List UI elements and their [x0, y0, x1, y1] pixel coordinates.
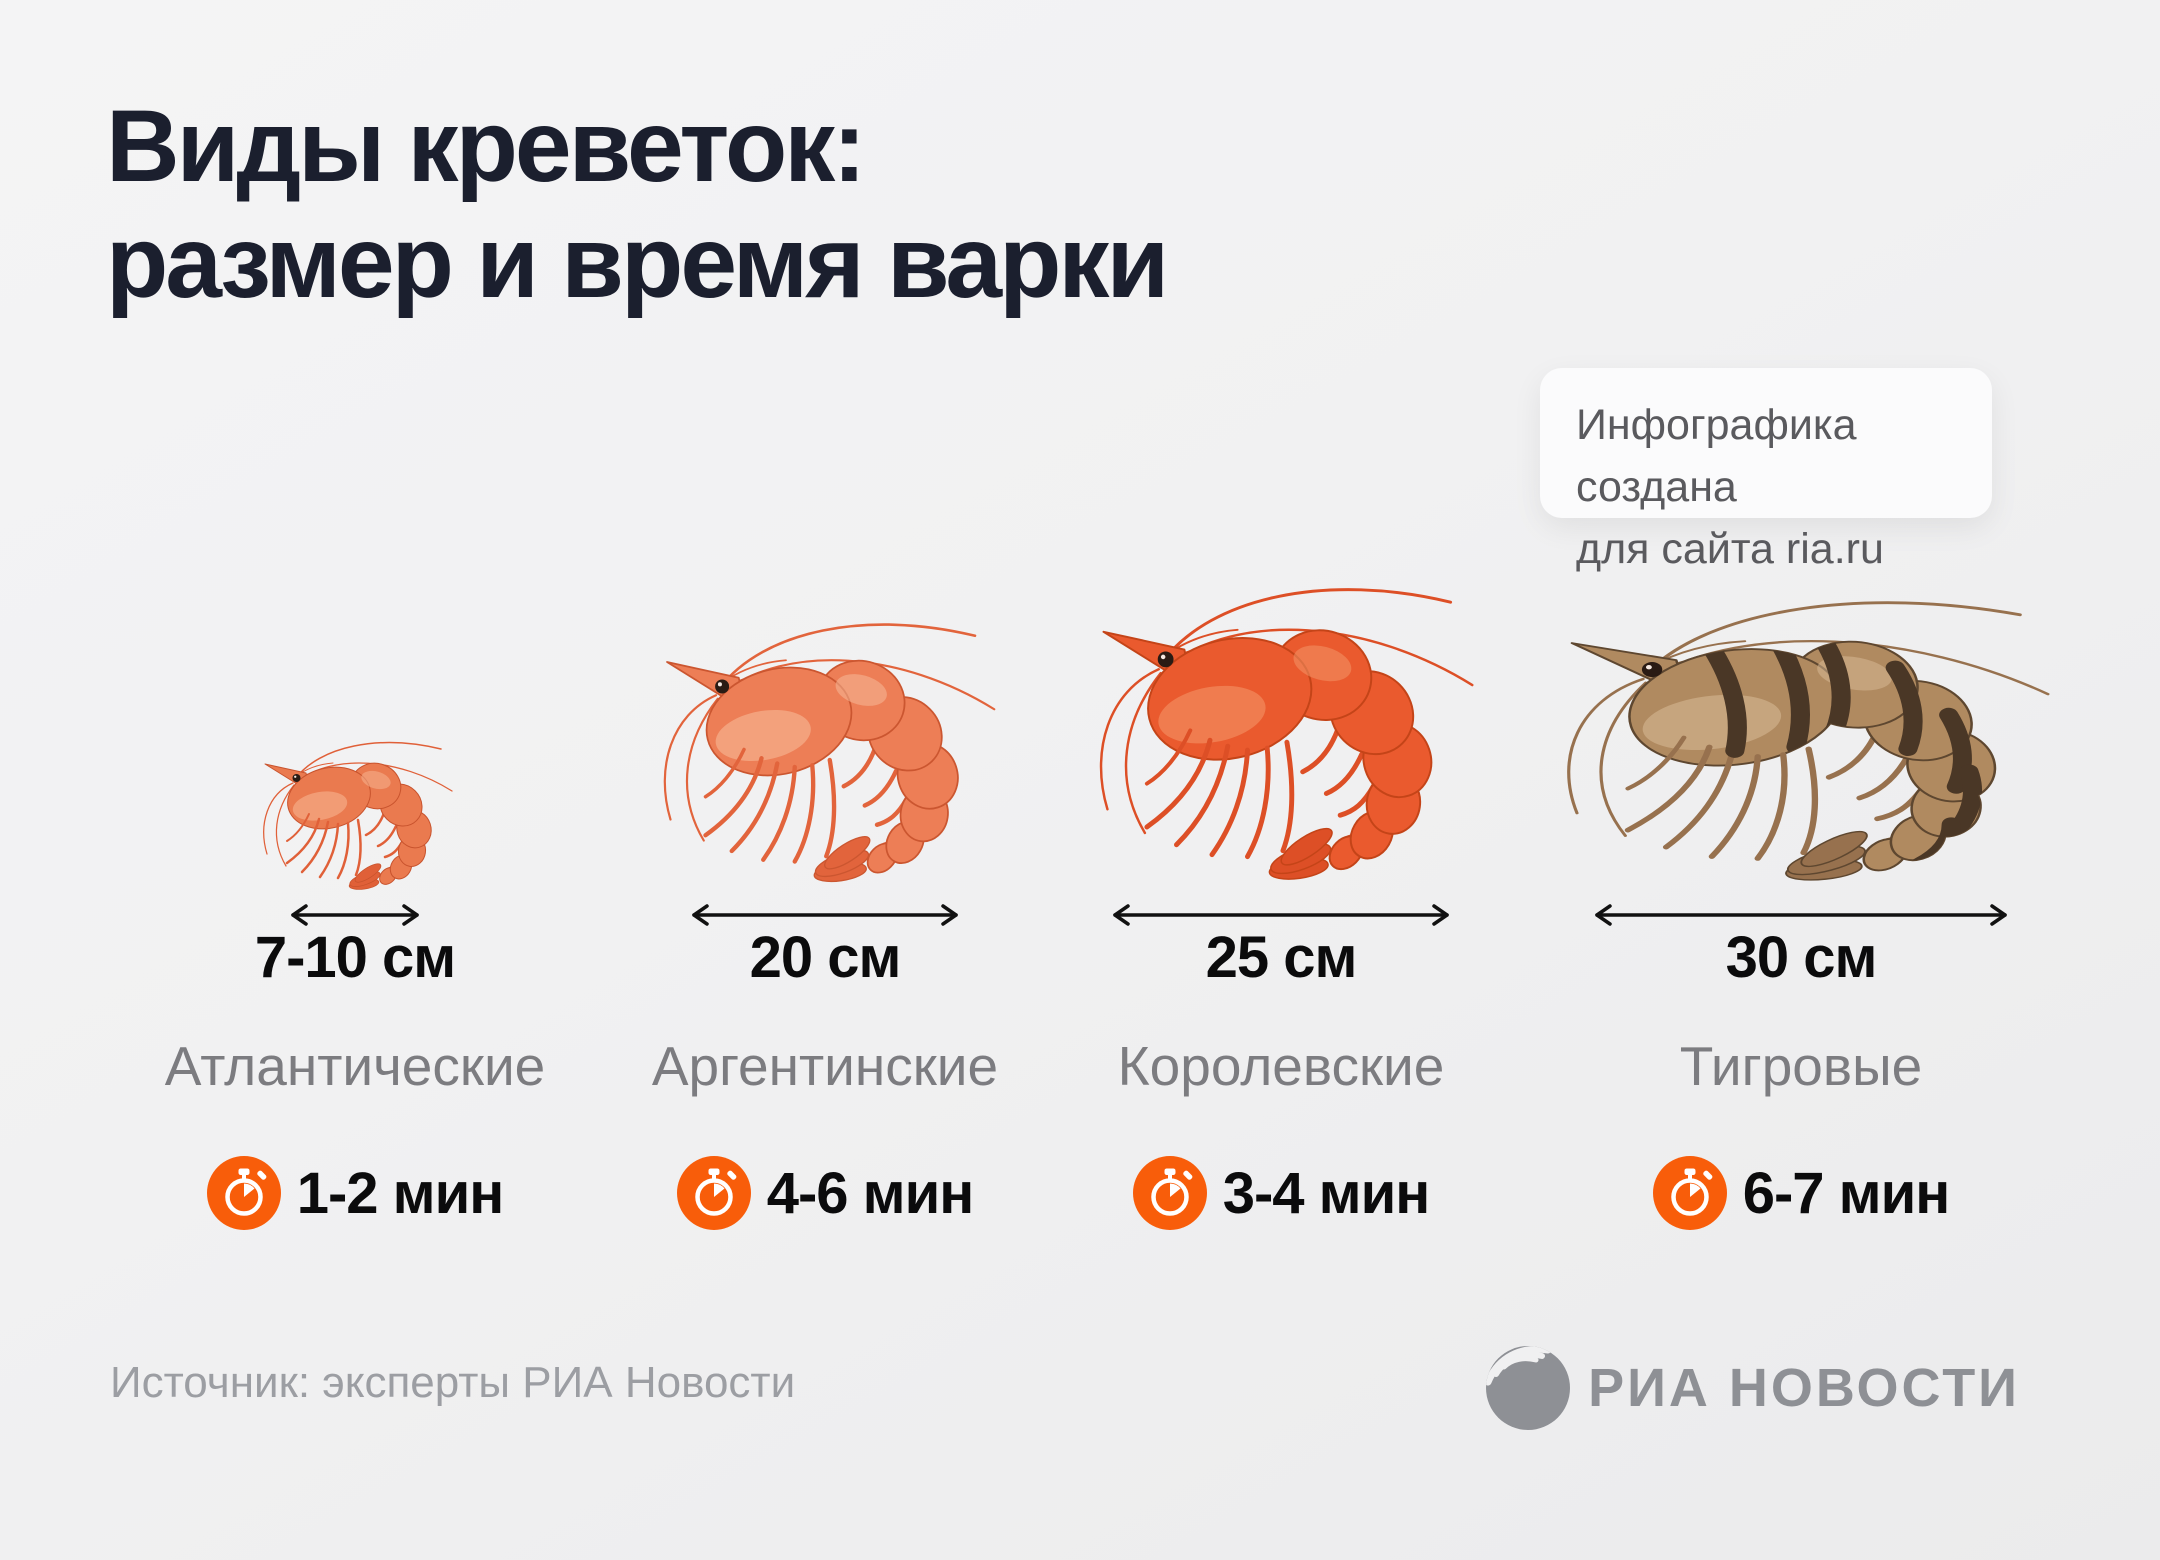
ria-globe-icon [1486, 1346, 1571, 1430]
stopwatch-icon [676, 1156, 751, 1230]
ria-brand-text: РИА НОВОСТИ [1588, 1358, 2020, 1418]
page-title-line2: размер и время варки [106, 205, 1169, 320]
cook-time-text-tiger: 6-7 мин [1742, 1160, 1951, 1226]
shrimp-tiger-icon [1521, 560, 2081, 900]
cook-time-tiger: 6-7 мин [1571, 1156, 2031, 1230]
size-arrow-argentine [692, 904, 958, 926]
type-label-king: Королевские [1117, 1035, 1445, 1097]
size-arrow-tiger [1595, 904, 2007, 926]
attribution-note-line1: Инфографика создана [1576, 401, 1857, 511]
shrimp-atlantic-icon [245, 720, 465, 900]
type-label-tiger: Тигровые [1679, 1035, 1923, 1097]
page-title: Виды креветок: размер и время варки [106, 88, 1169, 321]
shrimp-illustration-argentine [632, 585, 1017, 900]
shrimp-illustration-atlantic [245, 720, 465, 900]
type-label-atlantic: Атлантические [164, 1035, 546, 1097]
cook-time-text-king: 3-4 мин [1222, 1160, 1431, 1226]
source-text: Источник: эксперты РИА Новости [110, 1358, 796, 1407]
stopwatch-icon [206, 1156, 281, 1230]
shrimp-argentine-icon [632, 585, 1017, 900]
shrimp-illustration-king [1064, 545, 1498, 900]
shrimp-illustration-tiger [1521, 560, 2081, 900]
type-label-argentine: Аргентинские [651, 1035, 999, 1097]
size-label-argentine: 20 см [749, 925, 902, 990]
stopwatch-icon [1132, 1156, 1207, 1230]
cook-time-atlantic: 1-2 мин [125, 1156, 585, 1230]
page-title-line1: Виды креветок: [106, 89, 866, 203]
cook-time-text-atlantic: 1-2 мин [296, 1160, 505, 1226]
size-label-tiger: 30 см [1725, 925, 1878, 990]
attribution-note-line2: для сайта ria.ru [1576, 525, 1884, 573]
cook-time-king: 3-4 мин [1051, 1156, 1511, 1230]
size-arrow-king [1113, 904, 1449, 926]
ria-novosti-logo: РИА НОВОСТИ [1486, 1346, 2020, 1430]
size-label-king: 25 см [1205, 925, 1358, 990]
cook-time-argentine: 4-6 мин [595, 1156, 1055, 1230]
size-arrow-atlantic [291, 904, 419, 926]
cook-time-text-argentine: 4-6 мин [766, 1160, 975, 1226]
shrimp-king-icon [1064, 545, 1498, 900]
attribution-note: Инфографика создана для сайта ria.ru [1540, 368, 1992, 573]
size-label-atlantic: 7-10 см [254, 925, 456, 990]
stopwatch-icon [1652, 1156, 1727, 1230]
